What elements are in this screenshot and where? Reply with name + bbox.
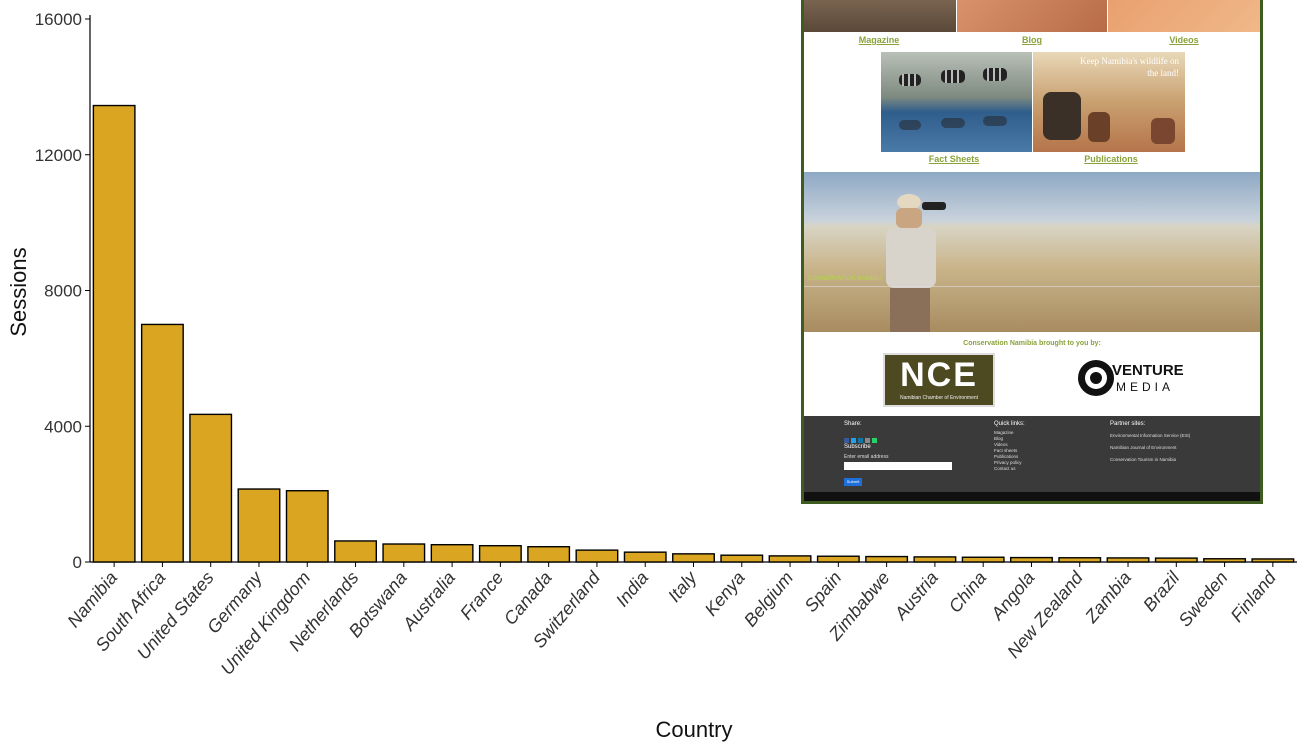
bar-botswana [382, 543, 426, 563]
email-input[interactable] [844, 462, 952, 470]
x-tick-label: Austria [890, 568, 942, 625]
nce-logo: NCE Namibian Chamber of Environment [883, 353, 995, 407]
partner-sites-list: Environmental Information Service (EIS) N… [1110, 430, 1190, 466]
partner-site-item[interactable]: Conservation Tourism in Namibia [1110, 457, 1176, 462]
target-icon [1078, 360, 1114, 396]
bar-south-africa [140, 323, 184, 563]
bar-angola [1009, 556, 1053, 563]
email-icon[interactable] [865, 438, 870, 443]
bar-canada [527, 546, 571, 563]
videos-link[interactable]: Videos [1169, 35, 1199, 45]
bar-china [961, 556, 1005, 563]
bar-brazil [1154, 557, 1198, 563]
sponsors-heading: Conservation Namibia brought to you by: [963, 340, 1101, 347]
hero-banner: CONSERVATION NAMIBIA [804, 172, 1260, 332]
quick-link-item[interactable]: Fact sheets [994, 448, 1018, 453]
bar-belgium [768, 555, 812, 563]
submit-button[interactable]: Submit [844, 478, 862, 486]
quick-links-list: Magazine Blog Videos Fact sheets Publication… [994, 430, 1022, 472]
bar-kenya [720, 554, 764, 563]
x-tick-label: Belgium [740, 568, 797, 631]
x-tick-label: Spain [800, 568, 845, 616]
venture-media-logo: VENTURE MEDIA [1076, 358, 1186, 398]
y-tick-label: 12000 [35, 146, 82, 165]
bar-finland [1251, 558, 1295, 563]
chart-bars [92, 104, 1295, 563]
x-tick-label: Finland [1227, 567, 1281, 626]
bar-switzerland [575, 549, 619, 563]
fact-sheets-link[interactable]: Fact Sheets [928, 154, 980, 164]
bar-united-states [189, 413, 233, 563]
blog-link[interactable]: Blog [1022, 35, 1042, 45]
x-axis-title: Country [655, 717, 732, 742]
quick-link-item[interactable]: Videos [994, 442, 1008, 447]
email-label: Enter email address [844, 454, 889, 460]
twitter-icon[interactable] [851, 438, 856, 443]
x-tick-label: Zambia [1081, 568, 1136, 628]
y-tick-label: 8000 [44, 282, 82, 301]
share-label: Share: [844, 421, 862, 427]
y-axis-title: Sessions [6, 247, 31, 336]
wildlife-poster: Keep Namibia's wildlife on the land! [1033, 52, 1185, 152]
y-axis-ticks: 0 4000 8000 12000 16000 [35, 10, 90, 572]
zebra-photo [881, 52, 1032, 152]
facebook-icon[interactable] [844, 438, 849, 443]
linkedin-icon[interactable] [858, 438, 863, 443]
quick-link-item[interactable]: Blog [994, 436, 1004, 441]
partner-site-item[interactable]: Namibian Journal of Environment [1110, 445, 1177, 450]
bar-zambia [1106, 557, 1150, 563]
x-tick-label: China [945, 568, 991, 617]
partner-sites-label: Partner sites: [1110, 421, 1146, 427]
bar-spain [816, 555, 860, 563]
quick-link-item[interactable]: Publications [994, 454, 1019, 459]
bar-sweden [1203, 558, 1247, 563]
copyright-bar [804, 492, 1260, 501]
bar-italy [672, 553, 715, 563]
bar-france [478, 545, 522, 563]
social-icons [844, 430, 877, 448]
person-binoculars-icon [886, 194, 946, 332]
site-footer: Share: Subscribe Enter email address Sub… [804, 416, 1260, 492]
bar-new-zealand [1058, 557, 1102, 563]
bar-germany [237, 488, 281, 563]
wildlife-caption: Keep Namibia's wildlife on the land! [1080, 56, 1179, 78]
bar-austria [913, 556, 957, 563]
bar-namibia [92, 104, 136, 563]
website-screenshot-inset: Magazine Blog Videos Keep Namibia's wild… [801, 0, 1263, 504]
y-tick-label: 16000 [35, 10, 82, 29]
y-tick-label: 4000 [44, 417, 82, 436]
bar-india [623, 551, 667, 563]
quick-link-item[interactable]: Magazine [994, 430, 1014, 435]
thumbnail-strip [804, 0, 1260, 32]
quick-link-item[interactable]: Privacy policy [994, 460, 1022, 465]
x-tick-label: Brazil [1139, 567, 1184, 615]
x-tick-label: Kenya [701, 568, 749, 620]
magazine-link[interactable]: Magazine [858, 35, 900, 45]
subscribe-label: Subscribe [844, 444, 871, 450]
banner-brand: CONSERVATION NAMIBIA [808, 276, 883, 282]
x-tick-label: Sweden [1175, 568, 1232, 631]
zebra-icon [899, 68, 1007, 130]
bar-australia [430, 543, 474, 563]
x-tick-label: India [612, 568, 652, 611]
whatsapp-icon[interactable] [872, 438, 877, 443]
bar-united-kingdom [285, 490, 329, 563]
publications-link[interactable]: Publications [1084, 154, 1138, 164]
x-tick-label: Italy [664, 567, 701, 606]
quick-links-label: Quick links: [994, 421, 1025, 427]
quick-link-item[interactable]: Contact us [994, 466, 1016, 471]
y-tick-label: 0 [73, 553, 82, 572]
bar-netherlands [334, 540, 378, 563]
bar-zimbabwe [865, 555, 909, 563]
partner-site-item[interactable]: Environmental Information Service (EIS) [1110, 433, 1191, 438]
